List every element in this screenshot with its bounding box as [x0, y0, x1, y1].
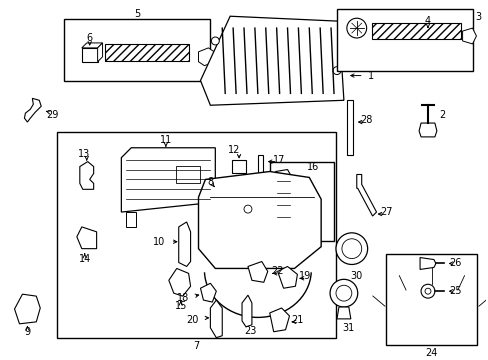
Text: 28: 28: [360, 115, 372, 125]
Text: 31: 31: [342, 323, 354, 333]
Circle shape: [420, 284, 434, 298]
Bar: [336, 9, 472, 71]
Polygon shape: [419, 257, 435, 269]
Polygon shape: [275, 170, 291, 229]
Text: 8: 8: [207, 177, 213, 188]
Bar: [346, 100, 352, 155]
Text: 13: 13: [78, 149, 90, 159]
Text: 3: 3: [474, 12, 481, 22]
Bar: [257, 155, 262, 202]
Text: 14: 14: [79, 253, 91, 264]
Bar: [64, 19, 210, 81]
Text: 19: 19: [299, 271, 311, 282]
Polygon shape: [198, 171, 321, 269]
Polygon shape: [269, 308, 289, 332]
Circle shape: [332, 67, 340, 75]
Polygon shape: [81, 43, 102, 48]
Bar: [81, 48, 98, 62]
Text: 21: 21: [291, 315, 303, 325]
Circle shape: [304, 196, 310, 202]
Polygon shape: [80, 162, 94, 189]
Polygon shape: [24, 98, 41, 122]
Polygon shape: [418, 123, 436, 137]
Text: 5: 5: [134, 9, 140, 19]
Polygon shape: [121, 148, 215, 212]
Polygon shape: [77, 227, 97, 249]
Text: 2: 2: [439, 110, 445, 120]
Text: 23: 23: [243, 326, 256, 336]
Bar: [232, 159, 245, 174]
Circle shape: [329, 279, 357, 307]
Polygon shape: [200, 16, 343, 105]
Text: 18: 18: [176, 293, 188, 303]
Polygon shape: [242, 295, 251, 327]
Text: 24: 24: [425, 347, 437, 357]
Polygon shape: [356, 175, 376, 216]
Polygon shape: [198, 48, 214, 66]
Bar: [269, 162, 333, 241]
Text: 29: 29: [46, 110, 58, 120]
Text: 1: 1: [367, 71, 373, 81]
Text: 25: 25: [448, 286, 461, 296]
Text: 12: 12: [227, 145, 240, 155]
Polygon shape: [247, 261, 267, 282]
Text: 16: 16: [306, 162, 319, 172]
Polygon shape: [200, 283, 216, 302]
Bar: [104, 44, 188, 61]
Circle shape: [424, 288, 430, 294]
Polygon shape: [462, 28, 475, 44]
Circle shape: [211, 37, 219, 45]
Polygon shape: [168, 269, 190, 296]
Polygon shape: [277, 266, 297, 288]
Bar: [175, 166, 200, 183]
Text: 27: 27: [379, 207, 392, 217]
Circle shape: [346, 18, 366, 38]
Text: 15: 15: [174, 301, 186, 311]
Text: 7: 7: [193, 341, 199, 351]
Bar: [386, 253, 476, 345]
Text: 10: 10: [153, 237, 165, 247]
Circle shape: [299, 191, 315, 207]
Text: 22: 22: [271, 266, 284, 276]
Text: 20: 20: [186, 315, 198, 325]
Text: 26: 26: [448, 258, 461, 269]
Circle shape: [341, 239, 361, 258]
Polygon shape: [178, 222, 190, 266]
Bar: [371, 23, 460, 39]
Circle shape: [335, 233, 367, 265]
Bar: [213, 187, 227, 201]
Text: 17: 17: [273, 155, 285, 165]
Polygon shape: [210, 300, 222, 338]
Circle shape: [244, 205, 251, 213]
Circle shape: [335, 285, 351, 301]
Text: 6: 6: [86, 33, 93, 43]
Bar: [57, 132, 335, 338]
Text: 11: 11: [160, 135, 172, 145]
Polygon shape: [336, 307, 350, 319]
Polygon shape: [126, 212, 136, 227]
Polygon shape: [98, 43, 102, 62]
Text: 30: 30: [350, 271, 362, 282]
Text: 4: 4: [424, 16, 430, 26]
Text: 9: 9: [24, 327, 30, 337]
Polygon shape: [15, 294, 40, 324]
